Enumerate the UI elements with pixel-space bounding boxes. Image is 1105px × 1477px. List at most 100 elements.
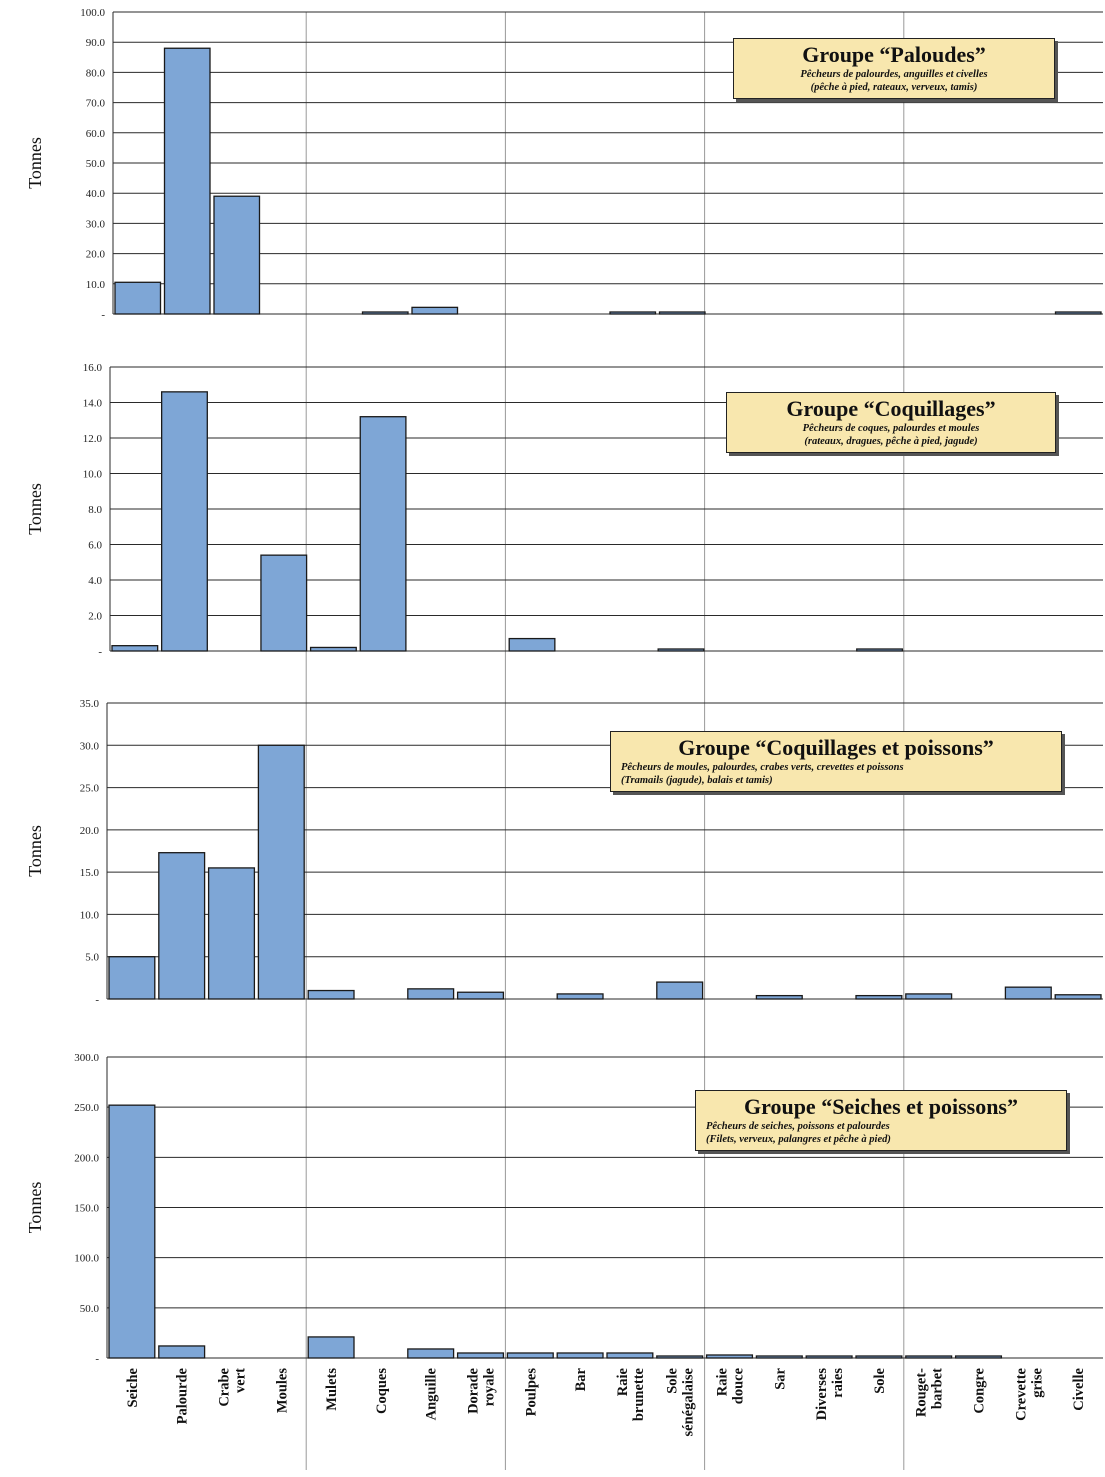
- category-label-15: Diverses raies: [814, 1368, 846, 1421]
- panel4-bar-16: [855, 1355, 903, 1359]
- panel4-ytick-3: 150.0: [74, 1203, 99, 1215]
- panel2-subtitle-1: Pêcheurs de coques, palourdes et moules: [802, 423, 980, 434]
- panel3-title: Groupe “Coquillages et poissons”: [678, 735, 994, 760]
- panel3-bar-16: [855, 994, 903, 1000]
- category-label-8-line-1: Dorade: [466, 1367, 482, 1413]
- panel3-subtitle-1: Pêcheurs de moules, palourdes, crabes ve…: [621, 762, 904, 773]
- category-label-17: Rouget-barbet: [914, 1368, 946, 1417]
- panel4-subtitle-2: (Filets, verveux, palangres et pêche à p…: [706, 1134, 891, 1145]
- category-label-13-line-1: Raie: [715, 1367, 731, 1396]
- panel3-ytick-6: 30.0: [80, 740, 100, 752]
- panel3-ytick-4: 20.0: [80, 825, 100, 837]
- panel4-bar-8: [456, 1352, 505, 1359]
- panel3-ytick-1: 5.0: [85, 952, 99, 964]
- panel2-ytick-2: 4.0: [88, 575, 102, 587]
- panel2-ytick-0: -: [98, 646, 102, 658]
- panel3-bar-14: [755, 994, 803, 1000]
- panel3-ytick-7: 35.0: [80, 698, 100, 710]
- category-label-11-line-1: Raie: [615, 1367, 631, 1396]
- category-label-19-line-1: Crevette: [1013, 1367, 1029, 1420]
- panel2-bar-5: [309, 646, 357, 652]
- category-label-12-line-2: sénégalaise: [681, 1367, 697, 1436]
- panel4-ytick-5: 250.0: [74, 1102, 99, 1114]
- panel3-bar-19: [1004, 986, 1052, 1000]
- category-label-6: Coques: [374, 1368, 390, 1414]
- panel3-title-box: Groupe “Coquillages et poissons” Pêcheur…: [610, 731, 1062, 792]
- panel3-ytick-2: 10.0: [80, 909, 100, 921]
- panel4-bar-10: [556, 1352, 604, 1359]
- panel1-ytick-10: 100.0: [80, 7, 105, 19]
- category-label-1-line-1: Seiche: [125, 1367, 141, 1407]
- panel4-bar-7: [407, 1348, 455, 1359]
- panel4-ytick-2: 100.0: [74, 1253, 99, 1265]
- panel2-bar-9: [508, 637, 556, 652]
- panel1-ytick-2: 20.0: [86, 249, 106, 261]
- panel4-bar-18: [954, 1355, 1003, 1359]
- category-label-14-line-1: Sar: [772, 1367, 788, 1389]
- category-label-15-line-2: raies: [830, 1368, 846, 1398]
- panel4-bar-14: [755, 1355, 803, 1359]
- panel1-bar-12: [658, 311, 706, 315]
- panel1-ytick-6: 60.0: [86, 128, 106, 140]
- panel1-bar-3: [213, 195, 261, 315]
- category-label-18-line-1: Congre: [972, 1367, 988, 1413]
- category-label-7: Anguille: [424, 1367, 440, 1420]
- category-label-4-line-1: Moules: [274, 1368, 290, 1413]
- category-label-9: Poulpes: [523, 1368, 539, 1417]
- panel2-ytick-3: 6.0: [88, 540, 102, 552]
- panel3-ytick-3: 15.0: [80, 867, 100, 879]
- category-label-13: Raie douce: [715, 1367, 747, 1404]
- panel2-ytick-8: 16.0: [83, 362, 103, 374]
- category-label-4: Moules: [274, 1368, 290, 1413]
- panel4-subtitle-1: Pêcheurs de seiches, poissons et palourd…: [706, 1121, 890, 1132]
- panel2-bar-16: [856, 648, 904, 652]
- panel3-ytick-5: 25.0: [80, 783, 100, 795]
- panel3-bar-4: [257, 744, 305, 1000]
- panel1-ytick-3: 30.0: [86, 218, 106, 230]
- panel2-bar-12: [657, 648, 705, 652]
- panel2-ytick-1: 2.0: [88, 611, 102, 623]
- category-label-8-line-2: royale: [482, 1367, 498, 1406]
- panel1-bar-7: [411, 306, 459, 315]
- panel1-subtitle-2: (pêche à pied, rateaux, verveux, tamis): [810, 82, 978, 93]
- panel3-bar-5: [307, 989, 355, 1000]
- panel4-ytick-4: 200.0: [74, 1152, 99, 1164]
- category-label-18: Congre: [972, 1367, 988, 1413]
- panel3-bar-3: [207, 867, 256, 1000]
- panel1-bar-6: [361, 311, 409, 315]
- panel1-bar-11: [609, 311, 657, 315]
- category-label-13-line-2: douce: [731, 1367, 747, 1404]
- panel4-bar-12: [656, 1355, 704, 1359]
- panel1-bar-20: [1054, 311, 1102, 315]
- panel4-bar-15: [805, 1355, 853, 1359]
- panel4-bar-17: [905, 1355, 953, 1359]
- category-label-20: Civelle: [1071, 1367, 1087, 1410]
- panel1-ylabel: Tonnes: [25, 137, 45, 189]
- panel4-ytick-0: -: [95, 1353, 99, 1365]
- panel2-title-box: Groupe “Coquillages” Pêcheurs de coques,…: [726, 392, 1056, 453]
- category-label-16-line-1: Sole: [872, 1367, 888, 1393]
- panel4-bar-13: [705, 1354, 754, 1359]
- panel2-ytick-7: 14.0: [83, 398, 103, 410]
- category-label-3: Crabe vert: [217, 1367, 249, 1406]
- panel3-bar-8: [456, 991, 505, 1000]
- panel4-bar-5: [307, 1336, 355, 1359]
- panel3-subtitle-2: (Tramails (jagude), balais et tamis): [621, 775, 773, 786]
- panel3-bar-20: [1054, 994, 1102, 1000]
- panel3-ytick-0: -: [95, 994, 99, 1006]
- panel1-ytick-1: 10.0: [86, 279, 106, 291]
- panel3-bar-10: [556, 993, 604, 1000]
- panel2-ylabel: Tonnes: [25, 483, 45, 535]
- panel2-bar-2: [160, 391, 208, 652]
- category-label-5-line-1: Mulets: [324, 1368, 340, 1411]
- panel4-bar-11: [606, 1352, 654, 1359]
- category-label-17-line-1: Rouget-: [914, 1368, 930, 1417]
- panel3-bar-1: [108, 956, 156, 1000]
- category-label-8: Dorade royale: [466, 1367, 498, 1413]
- category-label-7-line-1: Anguille: [424, 1367, 440, 1420]
- category-label-3-line-2: vert: [233, 1368, 249, 1393]
- panel3-bar-12: [656, 981, 704, 1000]
- panel3-ylabel: Tonnes: [25, 825, 45, 877]
- panel1-subtitle-1: Pêcheurs de palourdes, anguilles et cive…: [800, 69, 988, 80]
- category-label-17-line-2: barbet: [930, 1368, 946, 1409]
